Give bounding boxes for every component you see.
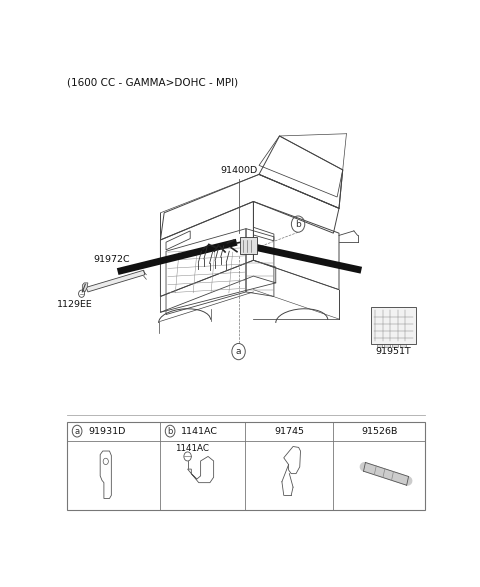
Text: 91526B: 91526B — [361, 427, 397, 436]
Text: 1141AC: 1141AC — [175, 444, 209, 453]
Text: 1141AC: 1141AC — [181, 427, 218, 436]
Text: (1600 CC - GAMMA>DOHC - MPI): (1600 CC - GAMMA>DOHC - MPI) — [67, 77, 238, 87]
Polygon shape — [83, 283, 88, 292]
FancyBboxPatch shape — [384, 341, 390, 346]
Text: b: b — [295, 220, 301, 228]
Text: b: b — [168, 427, 173, 436]
Polygon shape — [86, 270, 145, 292]
Text: a: a — [236, 347, 241, 356]
FancyBboxPatch shape — [400, 341, 406, 346]
Text: 91972C: 91972C — [94, 255, 131, 264]
FancyBboxPatch shape — [240, 237, 257, 254]
FancyBboxPatch shape — [372, 307, 416, 344]
Text: 91745: 91745 — [275, 427, 304, 436]
Text: a: a — [74, 427, 80, 436]
FancyBboxPatch shape — [67, 421, 425, 510]
FancyBboxPatch shape — [392, 341, 398, 346]
Text: 91400D: 91400D — [220, 166, 257, 176]
Text: 1129EE: 1129EE — [57, 300, 93, 309]
FancyBboxPatch shape — [377, 341, 382, 346]
Text: 91951T: 91951T — [376, 347, 411, 356]
Text: 91931D: 91931D — [88, 427, 126, 436]
